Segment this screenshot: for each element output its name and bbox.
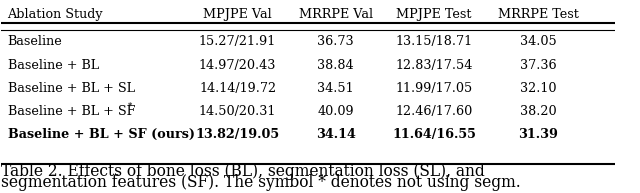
Text: 34.05: 34.05: [520, 36, 557, 48]
Text: Baseline: Baseline: [8, 36, 62, 48]
Text: 34.14: 34.14: [316, 128, 356, 141]
Text: 11.64/16.55: 11.64/16.55: [392, 128, 476, 141]
Text: Baseline + BL + SF: Baseline + BL + SF: [8, 105, 135, 118]
Text: 13.15/18.71: 13.15/18.71: [396, 36, 472, 48]
Text: 12.46/17.60: 12.46/17.60: [396, 105, 472, 118]
Text: 14.97/20.43: 14.97/20.43: [199, 58, 276, 71]
Text: 36.73: 36.73: [317, 36, 354, 48]
Text: Baseline + BL: Baseline + BL: [8, 58, 99, 71]
Text: Baseline + BL + SF (ours): Baseline + BL + SF (ours): [8, 128, 195, 141]
Text: 34.51: 34.51: [317, 82, 354, 95]
Text: Table 2. Effects of bone loss (BL), segmentation loss (SL), and: Table 2. Effects of bone loss (BL), segm…: [1, 163, 485, 180]
Text: segmentation features (SF). The symbol * denotes not using segm.: segmentation features (SF). The symbol *…: [1, 174, 521, 191]
Text: MPJPE Test: MPJPE Test: [396, 8, 472, 21]
Text: 11.99/17.05: 11.99/17.05: [396, 82, 472, 95]
Text: 15.27/21.91: 15.27/21.91: [199, 36, 276, 48]
Text: MPJPE Val: MPJPE Val: [204, 8, 272, 21]
Text: Ablation Study: Ablation Study: [8, 8, 103, 21]
Text: 38.84: 38.84: [317, 58, 354, 71]
Text: 14.14/19.72: 14.14/19.72: [199, 82, 276, 95]
Text: 32.10: 32.10: [520, 82, 556, 95]
Text: 14.50/20.31: 14.50/20.31: [199, 105, 276, 118]
Text: 37.36: 37.36: [520, 58, 557, 71]
Text: 13.82/19.05: 13.82/19.05: [195, 128, 280, 141]
Text: 38.20: 38.20: [520, 105, 557, 118]
Text: *: *: [128, 102, 132, 110]
Text: 12.83/17.54: 12.83/17.54: [395, 58, 472, 71]
Text: 40.09: 40.09: [317, 105, 354, 118]
Text: 31.39: 31.39: [518, 128, 558, 141]
Text: MRRPE Val: MRRPE Val: [299, 8, 372, 21]
Text: MRRPE Test: MRRPE Test: [498, 8, 579, 21]
Text: Baseline + BL + SL: Baseline + BL + SL: [8, 82, 134, 95]
